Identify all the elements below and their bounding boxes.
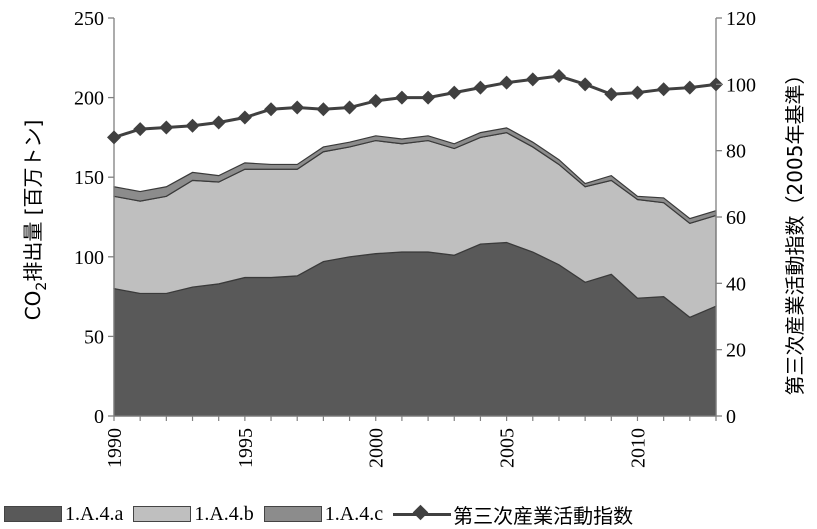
activity-index-point [499,75,514,90]
x-tick-label: 1990 [104,428,126,468]
right-tick-label: 120 [726,8,756,30]
x-axis-ticks: 1990 1995 2000 2005 2010 [104,416,717,468]
legend-item-1a4b: 1.A.4.b [133,502,254,526]
activity-index-point [316,102,331,117]
activity-index-point [107,130,121,145]
legend-label-1a4c: 1.A.4.c [324,502,384,525]
legend-item-1a4a: 1.A.4.a [4,503,123,526]
left-tick-label: 200 [74,88,104,110]
activity-index-point [237,110,252,125]
legend-swatch-1a4c [263,506,322,522]
legend-swatch-1a4a [4,506,62,522]
activity-index-point [656,82,671,97]
right-tick-label: 60 [726,207,746,229]
legend-item-1a4c: 1.A.4.c [263,502,384,526]
activity-index-point [159,120,174,135]
legend: 1.A.4.a 1.A.4.b 1.A.4.c 第三次産業活動指数 [4,500,643,528]
left-tick-label: 100 [74,247,104,269]
activity-index-point [342,100,357,115]
left-axis-title: CO2排出量 [百万トン] [21,120,50,321]
chart-area: 0 50 100 150 200 250 0 20 40 60 80 100 120 1990 1995… [21,8,807,468]
x-tick-label: 1995 [235,428,257,468]
activity-index-point [394,90,409,105]
right-tick-label: 40 [726,273,746,295]
activity-index-point [185,118,200,133]
activity-index-point [264,102,279,117]
activity-index-point [368,93,383,108]
right-axis-title: 第三次産業活動指数（2005年基準） [783,65,807,396]
legend-label-activity-index: 第三次産業活動指数 [453,503,634,528]
left-tick-label: 150 [74,167,104,189]
activity-index-point [604,87,619,102]
activity-index-point [473,80,488,95]
legend-label-1a4b: 1.A.4.b [194,502,254,525]
stacked-areas [113,127,717,417]
left-axis-ticks: 0 50 100 150 200 250 [74,8,114,428]
activity-index-point [551,69,566,84]
activity-index-line [107,69,723,145]
activity-index-point [447,85,462,100]
activity-index-point [682,80,697,95]
left-tick-label: 50 [84,326,104,348]
right-axis-ticks: 0 20 40 60 80 100 120 [716,8,756,428]
legend-swatch-activity-index [393,504,452,522]
activity-index-point [211,115,226,130]
legend-swatch-1a4b [133,506,192,522]
right-tick-label: 80 [726,141,746,163]
legend-item-activity-index: 第三次産業活動指数 [393,500,633,529]
activity-index-point [133,122,148,137]
activity-index-point [290,100,305,115]
activity-index-point [578,77,593,92]
right-tick-label: 100 [726,74,756,96]
left-tick-label: 250 [74,8,104,30]
right-tick-label: 0 [726,406,736,428]
x-tick-label: 2000 [366,428,388,468]
activity-index-point [630,85,645,100]
left-tick-label: 0 [94,406,104,428]
right-tick-label: 20 [726,340,746,362]
x-tick-label: 2010 [627,428,649,468]
x-tick-label: 2005 [497,428,519,468]
activity-index-point [421,90,436,105]
activity-index-polyline [113,74,717,139]
legend-label-1a4a: 1.A.4.a [65,502,124,525]
activity-index-point [525,72,540,87]
